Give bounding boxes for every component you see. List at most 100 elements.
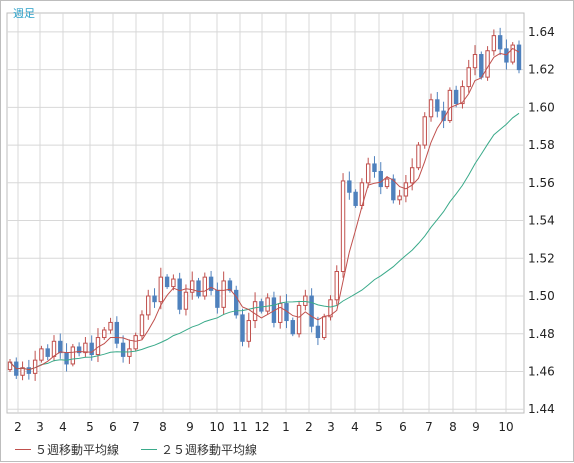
- candle-up: [51, 340, 57, 357]
- x-tick-label: 4: [59, 420, 67, 434]
- candle-down: [290, 320, 295, 335]
- candle-down: [453, 89, 459, 105]
- candle-up: [158, 276, 164, 303]
- candle-up: [303, 295, 308, 306]
- y-tick-label: 1.58: [528, 138, 555, 152]
- candle-up: [127, 348, 132, 357]
- x-tick-label: 6: [109, 420, 117, 434]
- candle-down: [215, 289, 220, 308]
- period-label: 週足: [13, 7, 35, 20]
- x-tick-label: 12: [254, 420, 269, 434]
- candle-up: [7, 361, 13, 371]
- candle-up: [403, 182, 409, 197]
- candle-up: [102, 329, 107, 339]
- candle-up: [409, 167, 415, 184]
- x-tick-label: 2: [305, 420, 313, 434]
- candle-up: [296, 304, 302, 335]
- y-tick-label: 1.54: [528, 214, 555, 228]
- candle-down: [516, 44, 522, 71]
- x-tick-label: 8: [449, 420, 457, 434]
- legend-item-ma5: ５週移動平均線: [15, 441, 119, 458]
- candle-down: [152, 295, 157, 303]
- y-tick-label: 1.60: [528, 100, 555, 114]
- candle-up: [328, 299, 333, 318]
- candle-up: [485, 50, 490, 78]
- candle-up: [472, 54, 478, 69]
- candle-up: [428, 99, 434, 118]
- candle-up: [340, 180, 346, 272]
- candle-up: [466, 67, 471, 88]
- y-tick-label: 1.44: [528, 402, 555, 416]
- candle-up: [334, 270, 339, 301]
- candle-down: [76, 346, 82, 354]
- candle-up: [83, 342, 88, 354]
- candle-down: [89, 342, 94, 356]
- legend-label-ma25: ２５週移動平均線: [161, 443, 258, 457]
- candle-up: [384, 178, 390, 188]
- candle-up: [510, 44, 515, 63]
- candle-up: [139, 314, 145, 337]
- candle-up: [39, 348, 44, 361]
- axis-layer: 1.44 1.46 1.48 1.50 1.52 1.54 1.56 1.58 1.60 1.62…: [14, 25, 555, 434]
- x-tick-label: 2: [14, 420, 22, 434]
- ma25-line: [9, 112, 520, 371]
- candle-down: [497, 35, 503, 50]
- x-tick-label: 10: [498, 420, 513, 434]
- x-tick-label: 7: [425, 420, 433, 434]
- candle-down: [120, 342, 126, 357]
- candle-up: [183, 291, 189, 310]
- candle-down: [234, 289, 239, 316]
- candle-up: [321, 316, 327, 339]
- x-tick-label: 1: [282, 420, 290, 434]
- candle-down: [315, 325, 321, 339]
- candle-up: [108, 321, 113, 331]
- candle-up: [265, 297, 270, 312]
- y-tick-label: 1.46: [528, 364, 555, 378]
- x-tick-label: 5: [86, 420, 94, 434]
- legend-swatch-ma5: [15, 449, 31, 450]
- x-tick-label: 6: [399, 420, 407, 434]
- candle-up: [70, 346, 76, 365]
- candle-down: [347, 180, 352, 193]
- candle-down: [378, 170, 383, 188]
- candle-down: [58, 340, 63, 354]
- candle-up: [447, 89, 453, 122]
- x-tick-label: 8: [159, 420, 167, 434]
- candle-up: [133, 335, 138, 350]
- candle-up: [171, 278, 176, 288]
- candle-up: [20, 367, 25, 376]
- candle-up: [397, 195, 402, 201]
- candle-down: [391, 178, 396, 201]
- candle-down: [45, 348, 50, 357]
- candle-up: [416, 144, 421, 169]
- y-tick-label: 1.62: [528, 63, 555, 77]
- x-tick-label: 9: [472, 420, 480, 434]
- candle-down: [208, 276, 214, 291]
- candle-layer: [7, 27, 522, 381]
- candle-down: [479, 54, 484, 78]
- candle-down: [372, 163, 377, 172]
- candle-up: [221, 280, 226, 308]
- y-tick-label: 1.64: [528, 25, 555, 39]
- candle-down: [177, 278, 182, 310]
- candle-down: [435, 99, 440, 112]
- y-tick-label: 1.56: [528, 176, 555, 190]
- candle-down: [504, 48, 509, 63]
- candle-down: [164, 276, 170, 288]
- candle-down: [240, 314, 245, 342]
- legend-swatch-ma25: [141, 449, 158, 450]
- candle-down: [309, 295, 314, 327]
- y-tick-label: 1.50: [528, 289, 555, 303]
- candle-down: [227, 280, 233, 291]
- x-tick-label: 3: [327, 420, 335, 434]
- legend-item-ma25: ２５週移動平均線: [141, 441, 257, 458]
- candle-down: [196, 280, 201, 297]
- plot-border: [6, 12, 525, 414]
- candle-up: [422, 116, 427, 146]
- candle-up: [365, 163, 371, 184]
- candle-up: [146, 295, 151, 316]
- x-tick-label: 11: [232, 420, 247, 434]
- candle-down: [26, 367, 32, 374]
